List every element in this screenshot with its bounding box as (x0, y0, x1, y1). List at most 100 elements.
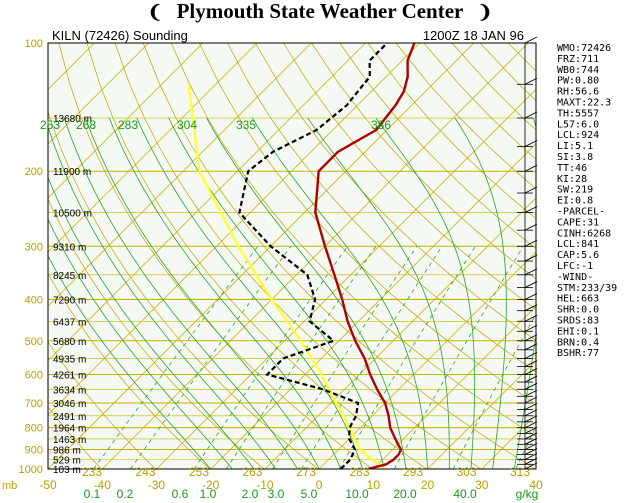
mixing-ratio-label: 0.1 (84, 487, 101, 501)
theta-bottom-label: 253 (189, 465, 209, 479)
title-text: Plymouth State Weather Center (176, 0, 464, 23)
isotherm-line (373, 305, 536, 469)
theta-top-label: 268 (76, 118, 96, 132)
moist-adiabat-line (48, 255, 211, 469)
wind-barb-icon (524, 164, 538, 172)
stat-line: LI:5.1 (557, 141, 593, 152)
moist-adiabat-line (85, 117, 320, 469)
stat-line: MAXT:22.3 (557, 98, 611, 109)
stat-line: EHI:0.1 (557, 326, 599, 337)
wind-barb-icon (524, 375, 538, 383)
moist-adiabat-line (375, 117, 476, 469)
pressure-tick-label: 100 (25, 38, 43, 50)
height-label: 3634 m (53, 385, 86, 396)
stat-line: SW:219 (557, 185, 593, 196)
wind-barb-icon (524, 293, 538, 300)
height-label: 13680 m (53, 114, 92, 125)
stat-line: EI:0.8 (557, 196, 593, 207)
height-label: 2491 m (53, 412, 86, 423)
isotherm-line (48, 43, 149, 145)
stat-line: LFC:-1 (557, 261, 593, 272)
right-flag-icon: ❩ (477, 2, 493, 22)
stat-line: CINH:6268 (557, 228, 611, 239)
wind-barb-icon (524, 281, 538, 288)
mixing-ratio-label: 0.2 (117, 487, 134, 501)
wind-barb-icon (524, 351, 538, 359)
dry-adiabat-line (198, 43, 536, 405)
wind-barb-icon (524, 314, 538, 322)
stat-line: LCL:841 (557, 239, 599, 250)
isotherm-line (427, 359, 536, 469)
moist-adiabat-line (454, 117, 507, 469)
wind-barb-icon (524, 304, 538, 312)
wind-barb-icon (524, 382, 538, 390)
temperature-tick-label: -20 (202, 478, 220, 492)
dry-adiabat-line (227, 43, 536, 373)
wind-barb-icon (524, 396, 538, 404)
mixing-ratio-line (515, 425, 536, 469)
theta-bottom-label: 293 (403, 465, 423, 479)
theta-top-label: 304 (177, 118, 197, 132)
isotherm-line (48, 43, 366, 362)
moist-adiabat-line (307, 117, 450, 469)
stat-line: L57:6.0 (557, 119, 599, 130)
moist-adiabat-line (63, 117, 298, 469)
pressure-tick-label: 900 (25, 445, 43, 457)
wind-barb-icon (524, 343, 538, 351)
stat-line: SHR:0.0 (557, 305, 599, 316)
height-label: 1964 m (53, 424, 86, 435)
stat-line: BRN:0.4 (557, 337, 599, 348)
stat-line: WB0:744 (557, 65, 599, 76)
dry-adiabat-line (86, 43, 427, 469)
dry-adiabat-line (311, 43, 536, 280)
mixing-ratio-unit: g/kg (516, 487, 539, 501)
height-label: 986 m (53, 446, 81, 457)
dewpoint-line (238, 43, 388, 469)
stat-line: PW:0.80 (557, 76, 599, 87)
stat-line: -WIND- (557, 272, 593, 283)
stat-line: KI:28 (557, 174, 587, 185)
dry-adiabat-line (48, 110, 319, 469)
wind-barb-icon (524, 254, 538, 262)
wind-barb-icon (524, 111, 538, 119)
wind-barb-icon (524, 334, 538, 342)
wind-barb-icon (524, 448, 538, 455)
mixing-ratio-label: 2.0 (242, 487, 259, 501)
mixing-ratio-label: 1.0 (200, 487, 217, 501)
moist-adiabat-line (251, 117, 428, 469)
theta-bottom-label: 263 (242, 465, 262, 479)
wind-barb-icon (524, 415, 538, 423)
mixing-ratio-label: 20.0 (393, 487, 417, 501)
dry-adiabat-line (283, 43, 536, 310)
mixing-ratio-label: 40.0 (453, 487, 477, 501)
parcel-path-line (187, 84, 385, 469)
station-label: KILN (72426) Sounding (52, 28, 188, 43)
isotherm-line (48, 43, 312, 307)
dry-adiabat-line (114, 43, 482, 469)
moist-adiabat-line (48, 176, 255, 469)
pressure-tick-label: 700 (25, 398, 43, 410)
mixing-ratio-label: 3.0 (268, 487, 285, 501)
height-label: 10500 m (53, 209, 92, 220)
stat-line: WMO:72426 (557, 43, 611, 54)
mixing-ratio-label: 5.0 (301, 487, 318, 501)
stat-line: SI:3.8 (557, 152, 593, 163)
wind-barb-icon (524, 432, 538, 440)
isotherm-line (48, 43, 475, 469)
temperature-tick-label: -10 (256, 478, 274, 492)
wind-barb-icon (524, 389, 538, 397)
mixing-ratio-line (272, 246, 418, 469)
temperature-tick-label: 20 (421, 478, 435, 492)
wind-barb-icon (524, 206, 538, 213)
height-label: 11900 m (53, 167, 91, 178)
height-label: 1463 m (53, 435, 86, 446)
dry-adiabat-line (142, 43, 536, 469)
moist-adiabat-line (206, 117, 407, 469)
wind-barb-icon (524, 360, 538, 368)
dry-adiabat-line (339, 43, 536, 249)
moist-adiabat-line (168, 117, 385, 469)
theta-top-label: 253 (40, 118, 60, 132)
isotherm-line (48, 43, 204, 199)
height-label: 5680 m (53, 337, 86, 348)
wind-barb-icon (524, 223, 538, 231)
